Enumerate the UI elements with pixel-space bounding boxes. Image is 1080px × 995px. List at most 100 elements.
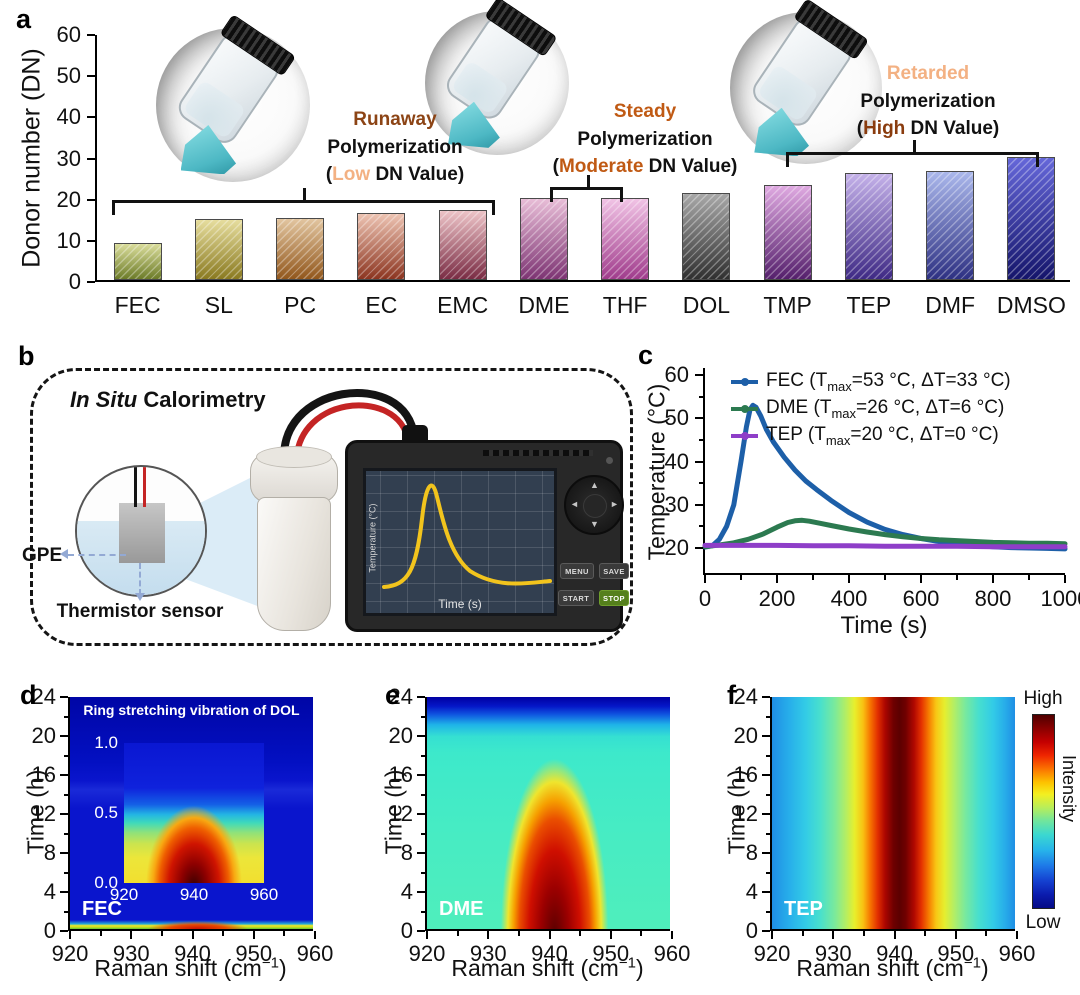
y-tick-label: 0: [745, 918, 758, 943]
menu-button: MENU: [560, 563, 594, 579]
colorbar-low-label: Low: [1025, 912, 1061, 933]
annotation-runaway: Runaway Polymerization (Low DN Value): [285, 106, 505, 189]
x-tick-label: 200: [758, 586, 796, 611]
category-label-dmso: DMSO: [996, 292, 1066, 318]
x-axis-tick: [671, 931, 673, 939]
y-axis-tick: [695, 547, 703, 549]
y-axis-minor-tick: [64, 910, 69, 913]
panel-e-x-axis-label: Raman shift (cm−1): [451, 954, 644, 981]
dpad-control: ▲ ▼ ◄ ►: [564, 475, 624, 535]
y-tick-label: 12: [733, 801, 758, 826]
x-tick-label: 950: [235, 941, 273, 966]
legend-item-tep: TEP (Tmax=20 °C, ΔT=0 °C): [731, 424, 999, 448]
inset-xtick: 960: [249, 885, 279, 904]
x-axis-tick: [992, 575, 994, 583]
bar-fec: [113, 242, 162, 280]
x-axis-minor-tick: [812, 575, 814, 580]
y-tick-label: 4: [43, 879, 56, 904]
x-axis-minor-tick: [579, 931, 582, 936]
y-axis-tick: [695, 503, 703, 506]
x-axis-tick: [314, 931, 316, 939]
x-axis-tick: [609, 931, 612, 939]
start-button: START: [558, 590, 594, 606]
y-axis-tick: [762, 696, 770, 698]
group-bracket: [549, 175, 624, 202]
y-tick-label: 10: [56, 227, 81, 253]
stop-button: STOP: [599, 590, 629, 606]
y-tick-label: 16: [388, 762, 413, 787]
y-axis-tick: [762, 735, 770, 737]
group-bracket: [111, 188, 495, 215]
screen-temperature-curve: [382, 483, 552, 589]
y-tick-label: 20: [31, 723, 56, 748]
panel-f-x-axis-label: Raman shift (cm−1): [796, 954, 989, 981]
panel-d-x-axis-label: Raman shift (cm−1): [94, 954, 287, 981]
y-tick-label: 8: [400, 840, 413, 865]
y-axis-minor-tick: [699, 525, 704, 528]
x-axis-tick: [130, 931, 133, 939]
y-tick-label: 60: [664, 362, 689, 387]
vent-slots: [483, 450, 593, 456]
intensity-colorbar: [1032, 714, 1055, 909]
thermistor-arrow: [139, 563, 141, 595]
y-axis-tick: [695, 417, 703, 420]
donor-number-bar-chart: 0 10 20 30 40 50 60 FEC SL PC EC EMC DME THF DOL TMP TEP…: [57, 22, 1070, 318]
y-axis-tick: [60, 813, 68, 815]
y-axis-tick: [417, 774, 425, 776]
y-axis-tick: [762, 930, 770, 932]
y-axis-tick: [60, 735, 68, 737]
annotation-runaway-title: Runaway: [353, 109, 437, 130]
legend-dot: [740, 377, 749, 386]
curve-dme: [702, 517, 1068, 550]
x-tick-label: 600: [902, 586, 940, 611]
dpad-up-icon: ▲: [590, 480, 599, 490]
x-tick-label: 930: [112, 941, 150, 966]
y-axis-tick: [417, 930, 425, 932]
legend-label: TEP (Tmax=20 °C, ΔT=0 °C): [766, 424, 999, 448]
dpad-left-icon: ◄: [570, 499, 579, 509]
y-axis-minor-tick: [64, 871, 69, 874]
category-label-tmp: TMP: [763, 292, 812, 318]
x-axis-minor-tick: [640, 931, 643, 936]
x-axis-tick: [426, 931, 428, 939]
y-axis-tick: [87, 239, 95, 242]
y-tick-label: 24: [31, 684, 56, 709]
y-axis-tick: [417, 852, 425, 854]
x-axis-tick: [771, 931, 773, 939]
bracket-center-tick: [586, 175, 590, 188]
x-axis-tick: [954, 931, 957, 939]
legend-item-dme: DME (Tmax=26 °C, ΔT=6 °C): [731, 397, 1004, 421]
y-axis-minor-tick: [766, 793, 771, 796]
legend-item-fec: FEC (Tmax=53 °C, ΔT=33 °C): [731, 370, 1011, 394]
x-axis-tick: [704, 575, 706, 583]
x-tick-label: 950: [592, 941, 630, 966]
y-axis-minor-tick: [699, 438, 704, 441]
annotation-steady: Steady Polymerization (Moderate DN Value…: [530, 98, 760, 181]
y-axis-minor-tick: [421, 754, 426, 757]
x-axis-minor-tick: [956, 575, 958, 580]
panel-b-label: b: [18, 341, 35, 371]
y-tick-label: 12: [31, 801, 56, 826]
y-axis-minor-tick: [766, 754, 771, 757]
y-tick-label: 0: [400, 918, 413, 943]
x-axis-minor-tick: [1028, 575, 1030, 580]
y-tick-label: 20: [388, 723, 413, 748]
annotation-runaway-line2: Polymerization: [327, 136, 463, 158]
x-axis-minor-tick: [884, 575, 886, 580]
curve-tep: [702, 542, 1068, 550]
category-label-sl: SL: [204, 292, 233, 318]
bar-dme: [519, 197, 568, 280]
screen-y-label: Temperature (°C): [367, 503, 378, 573]
y-tick-label: 60: [56, 22, 81, 47]
bar-tep: [844, 172, 893, 280]
y-axis-tick: [60, 774, 68, 776]
raman-heatmap-dme: DME 920 930 940 950 960 0 4 8 12 16 20 24: [389, 684, 691, 966]
solvent-tag-fec: FEC: [82, 898, 122, 920]
x-axis-minor-tick: [517, 931, 520, 936]
vial-cap: [793, 0, 869, 61]
heatmap-inner-title: Ring stretching vibration of DOL: [83, 702, 300, 718]
dashed-border: [30, 368, 633, 646]
bar-dmso: [1007, 157, 1056, 280]
x-tick-label: 920: [51, 941, 89, 966]
vial-contents: [756, 63, 819, 123]
